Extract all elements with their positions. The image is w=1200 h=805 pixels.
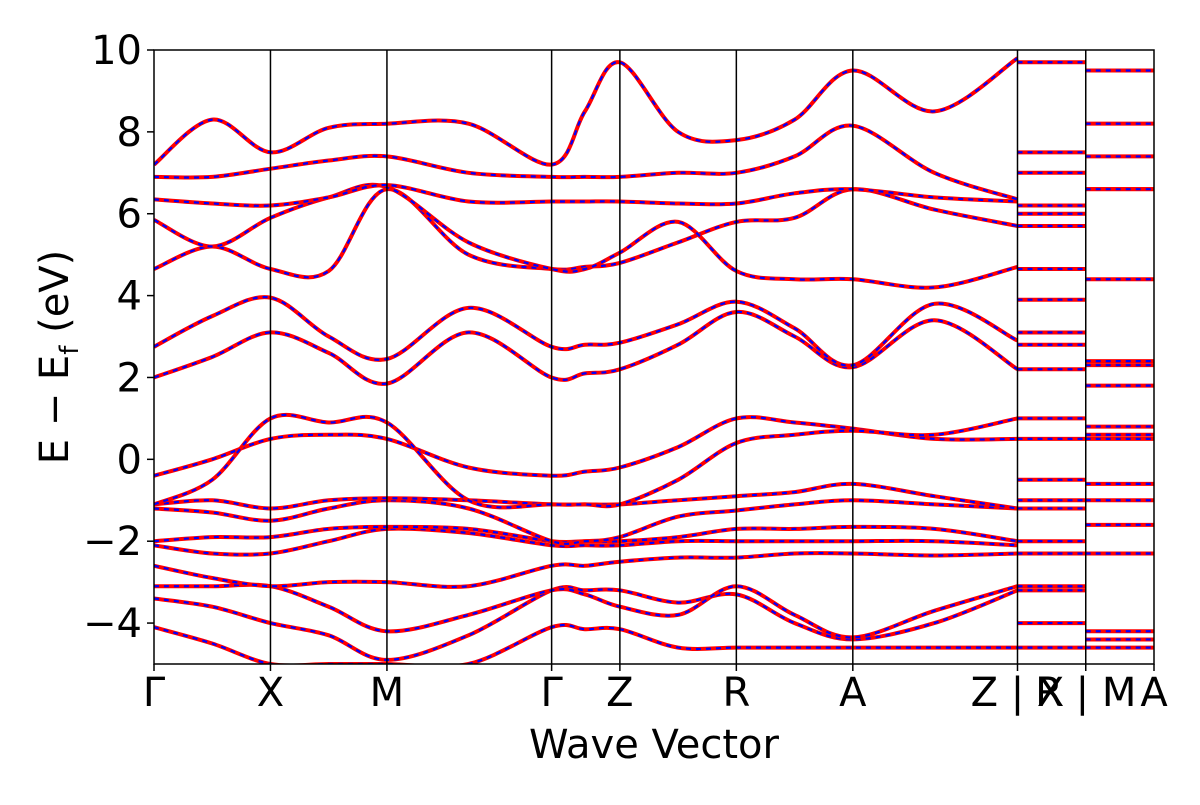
x-tick-label: Γ — [143, 670, 166, 716]
plot-frame — [153, 49, 1155, 665]
band-line-red — [154, 123, 1019, 202]
x-tick-label: M — [370, 670, 405, 716]
y-tick-label: 2 — [117, 355, 142, 401]
x-tick-label: Z — [606, 670, 633, 716]
band-line-red — [154, 551, 1018, 589]
x-axis-title: Wave Vector — [529, 722, 780, 768]
x-tick-label: X — [257, 670, 284, 716]
band-line-red — [154, 623, 1018, 664]
band-line-blue — [154, 583, 1018, 639]
y-axis-title: E − Ef (eV) — [32, 250, 85, 465]
y-tick-label: 0 — [117, 437, 142, 483]
y-tick-label: 10 — [91, 28, 142, 74]
bands-layer — [154, 56, 1154, 664]
x-tick-label: Γ — [540, 670, 563, 716]
y-tick-label: −4 — [83, 601, 142, 647]
band-line-blue — [154, 124, 1018, 201]
x-tick-label: Z | X — [971, 670, 1065, 716]
y-tick-label: 4 — [117, 274, 142, 320]
x-tick-label: A — [839, 670, 867, 716]
y-axis-title-main: E − E — [32, 355, 78, 465]
y-tick-label: 6 — [117, 192, 142, 238]
y-axis-ticks: −4 −2 0 2 4 6 8 10 — [83, 28, 154, 647]
x-tick-label: A — [1140, 670, 1168, 716]
x-tick-label: R — [722, 670, 750, 716]
x-tick-label: R | M — [1035, 670, 1136, 716]
y-axis-title-unit: (eV) — [32, 250, 78, 346]
y-axis-title-subscript: f — [55, 345, 85, 355]
band-line-red — [154, 56, 1019, 167]
y-tick-label: 8 — [117, 110, 142, 156]
band-line-red — [154, 412, 1018, 510]
band-line-blue — [154, 413, 1018, 509]
band-line-blue — [154, 415, 1018, 477]
band-line-blue — [154, 183, 1018, 289]
band-line-blue — [154, 551, 1018, 589]
band-line-red — [154, 415, 1018, 478]
band-line-red — [154, 295, 1019, 368]
band-line-blue — [154, 295, 1018, 367]
symmetry-lines — [269, 50, 1087, 664]
y-tick-label: −2 — [83, 519, 142, 565]
